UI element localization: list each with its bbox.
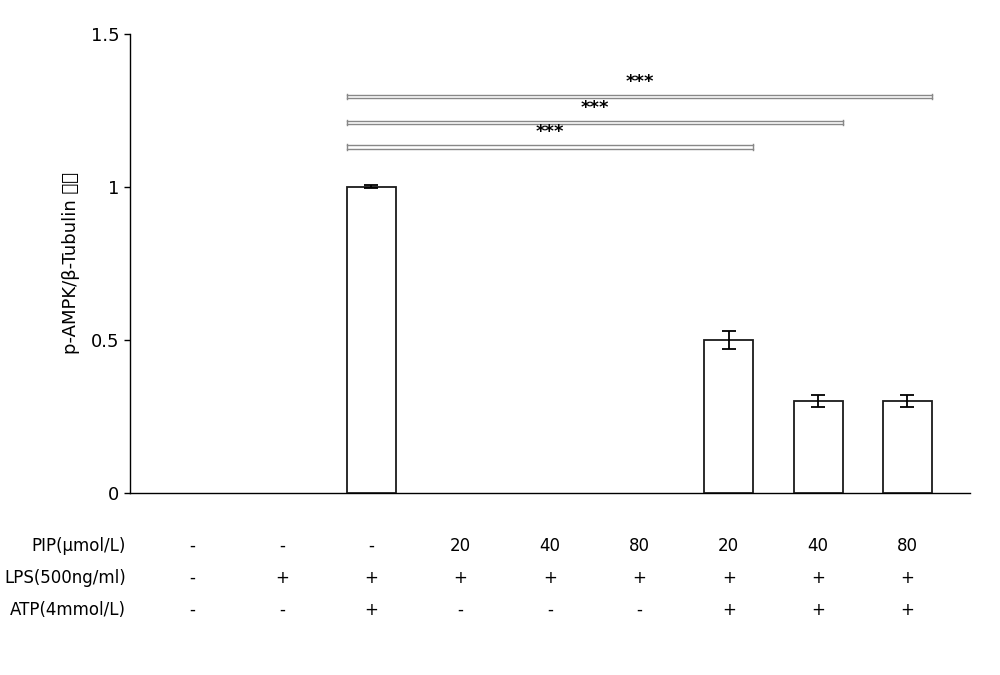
Text: -: - [279, 537, 285, 555]
Text: LPS(500ng/ml): LPS(500ng/ml) [4, 568, 126, 587]
Text: -: - [190, 568, 195, 587]
Text: 40: 40 [540, 537, 561, 555]
Text: -: - [279, 601, 285, 619]
Text: +: + [811, 601, 825, 619]
Text: +: + [632, 568, 646, 587]
Bar [347, 187, 396, 493]
Bar [794, 401, 843, 493]
Text: -: - [547, 601, 553, 619]
Text: -: - [190, 537, 195, 555]
Text: 80: 80 [897, 537, 918, 555]
Bar [704, 340, 753, 493]
Text: ***: *** [625, 73, 654, 91]
Bar [883, 401, 932, 493]
Text: -: - [190, 601, 195, 619]
Text: ***: *** [536, 124, 564, 142]
Text: ***: *** [580, 99, 609, 117]
Text: +: + [275, 568, 289, 587]
Text: -: - [458, 601, 464, 619]
Text: 20: 20 [718, 537, 739, 555]
Text: -: - [636, 601, 642, 619]
Text: +: + [543, 568, 557, 587]
Y-axis label: p-AMPK/β-Tubulin 比値: p-AMPK/β-Tubulin 比値 [62, 172, 80, 354]
Text: +: + [901, 601, 914, 619]
Text: +: + [722, 601, 736, 619]
Text: +: + [722, 568, 736, 587]
Text: +: + [364, 601, 378, 619]
Text: -: - [368, 537, 374, 555]
Text: PIP(μmol/L): PIP(μmol/L) [31, 537, 126, 555]
Text: 20: 20 [450, 537, 471, 555]
Text: +: + [811, 568, 825, 587]
Text: 40: 40 [808, 537, 829, 555]
Text: +: + [364, 568, 378, 587]
Text: 80: 80 [629, 537, 650, 555]
Text: +: + [901, 568, 914, 587]
Text: ATP(4mmol/L): ATP(4mmol/L) [10, 601, 126, 619]
Text: +: + [454, 568, 468, 587]
